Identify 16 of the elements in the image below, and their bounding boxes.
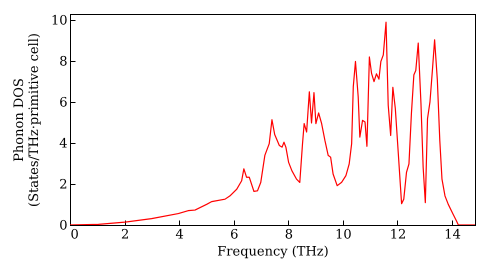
y-tick-label: 4 xyxy=(59,136,68,152)
x-axis-title: Frequency (THz) xyxy=(217,244,329,260)
y-axis-title: Phonon DOS (States/THz·primitive cell) xyxy=(12,32,42,208)
x-tick-label: 10 xyxy=(335,228,352,242)
x-tick-label: 12 xyxy=(390,228,406,242)
x-tick-label: 4 xyxy=(176,228,184,242)
y-tick-label: 6 xyxy=(59,96,68,111)
x-tick-label: 8 xyxy=(284,228,293,242)
y-tick-label: 8 xyxy=(59,54,68,70)
y-tick-label: 10 xyxy=(50,14,68,29)
y-tick-label: 2 xyxy=(59,178,68,193)
line-series xyxy=(70,22,475,225)
x-tick-label: 14 xyxy=(444,228,461,242)
x-tick-label: 0 xyxy=(70,228,79,242)
x-tick-label: 2 xyxy=(120,228,130,242)
x-tick-label: 6 xyxy=(230,228,238,242)
